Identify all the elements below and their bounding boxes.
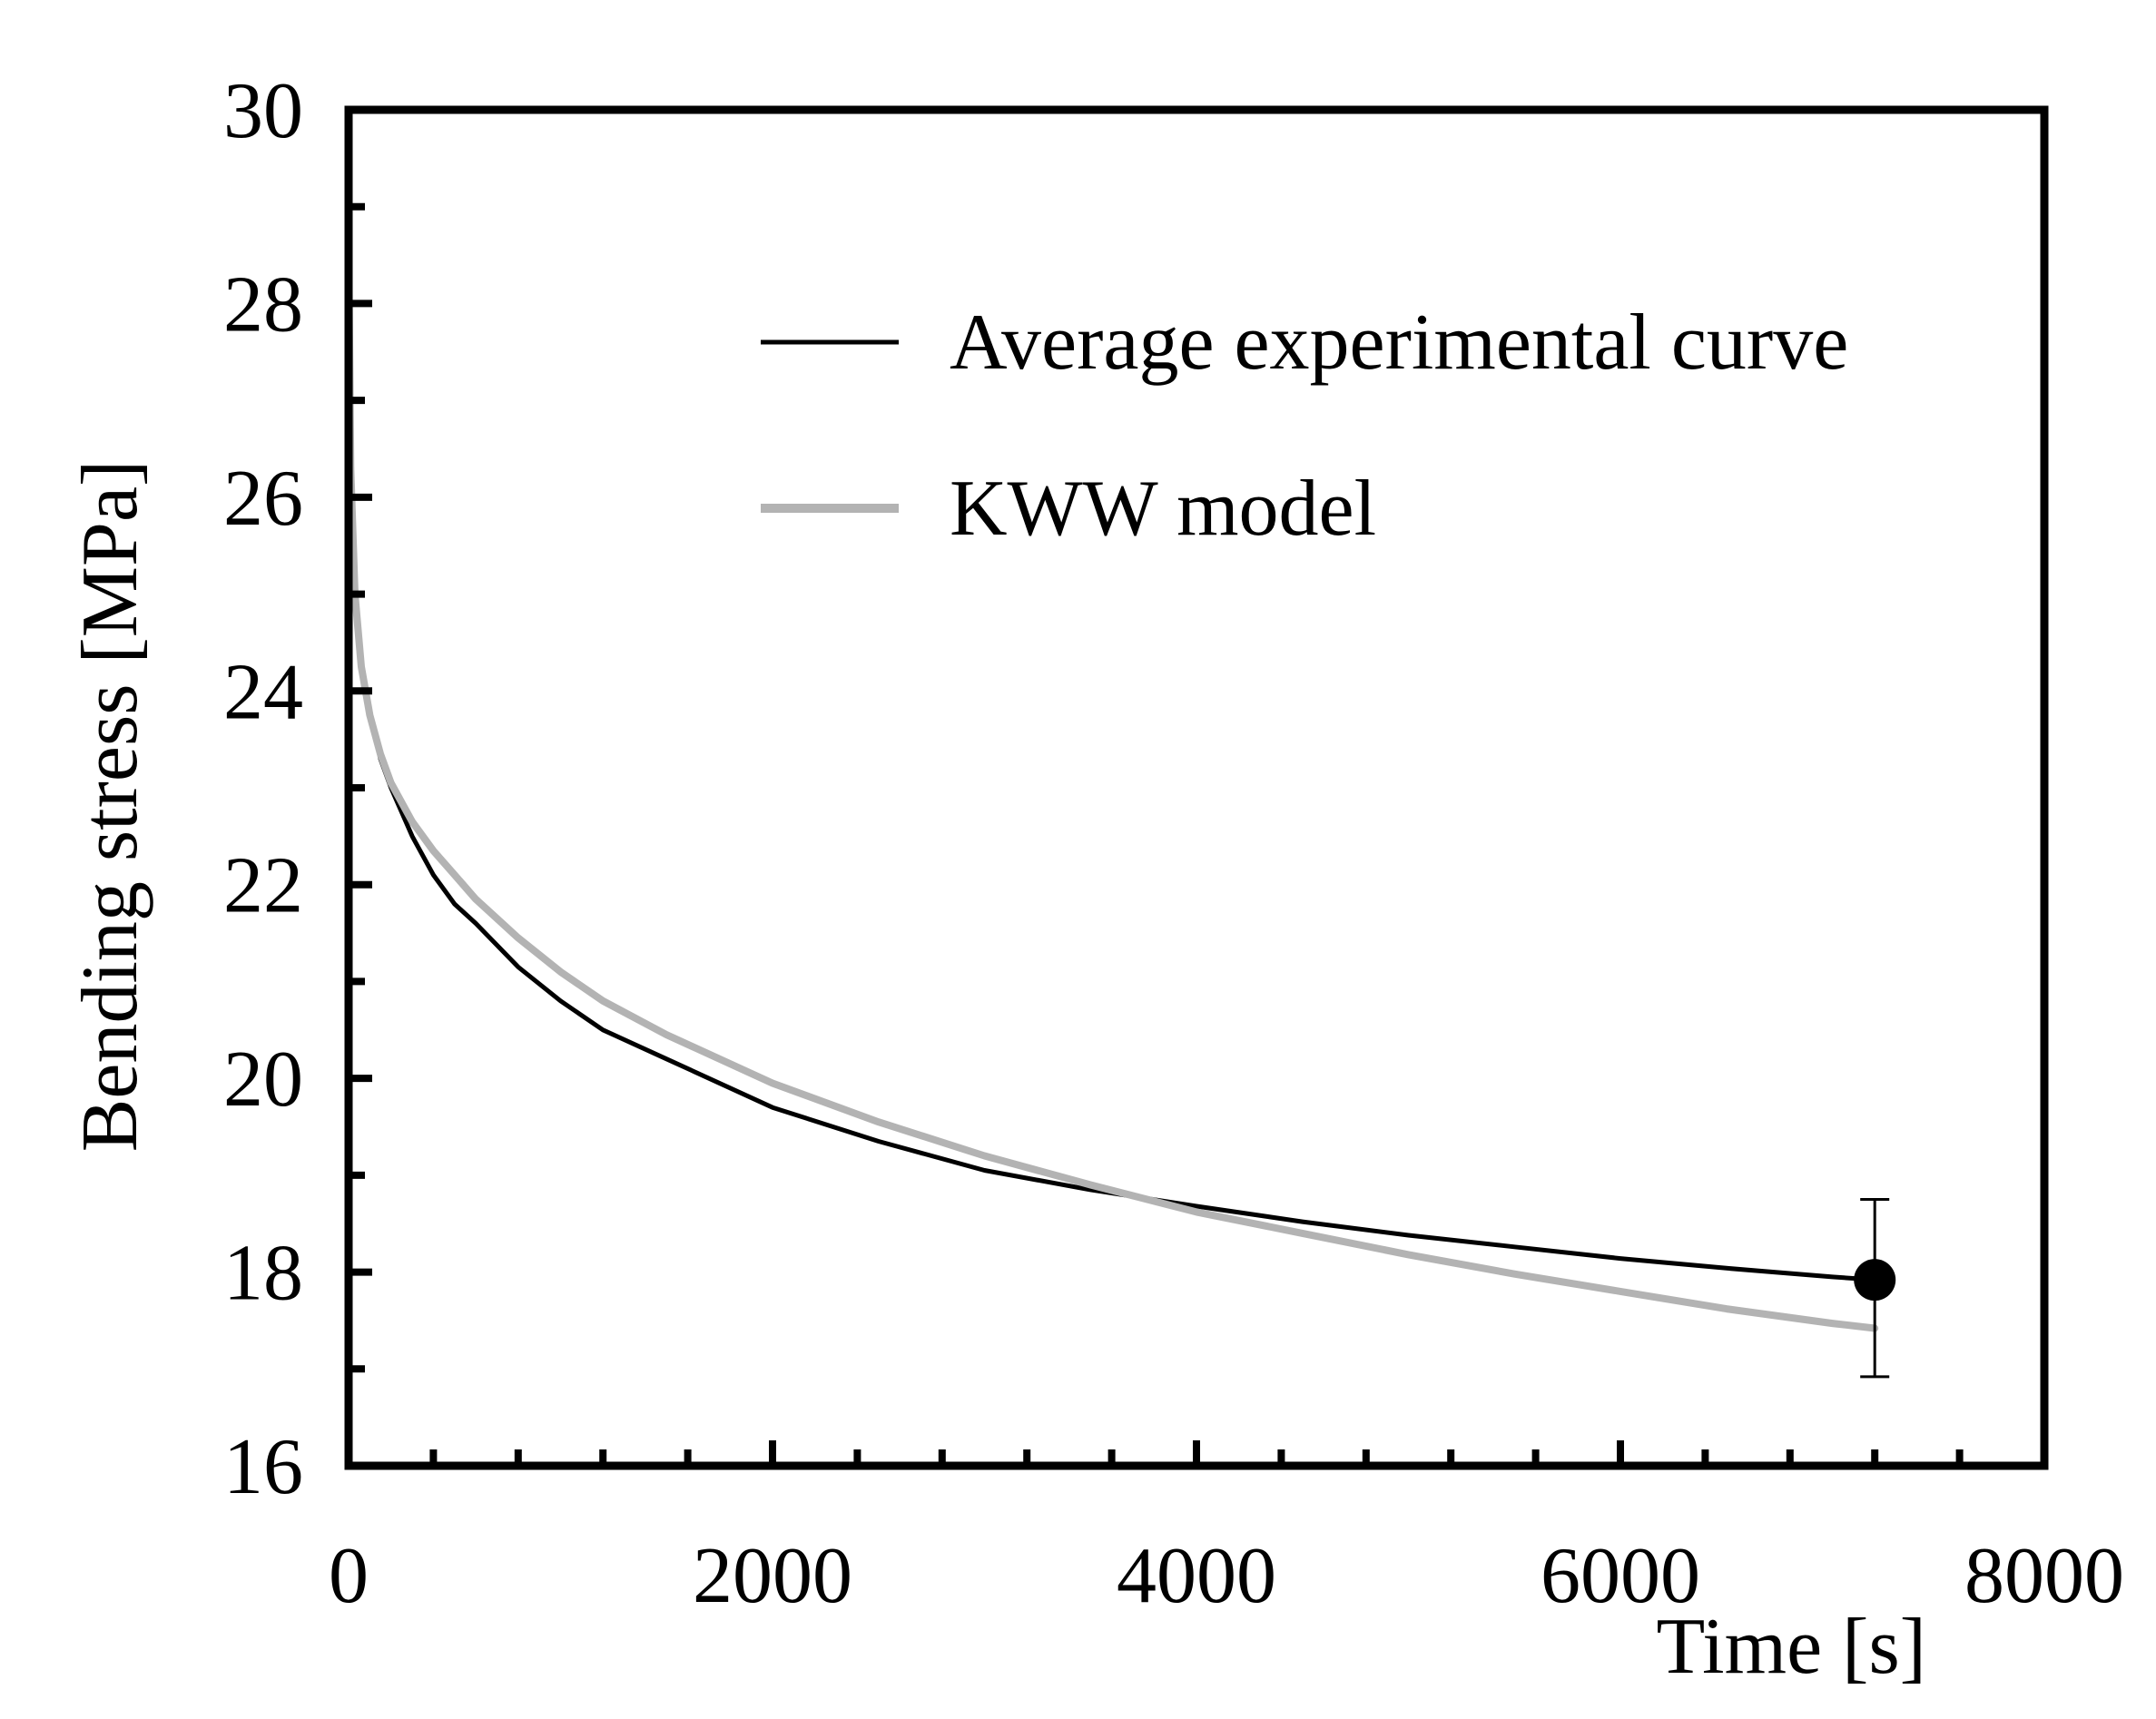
- marker-group: [1854, 1198, 1896, 1379]
- tick-group: [349, 202, 1964, 1466]
- tick-label-group: 0 2000 4000 6000 8000 16 18 20 22 24 26 28 30: [223, 67, 2124, 1620]
- series-group: [345, 241, 1879, 1332]
- y-tick-label: 22: [223, 842, 303, 930]
- y-axis-title: Bending stress [MPa]: [66, 460, 154, 1153]
- y-tick-label: 20: [223, 1036, 303, 1124]
- x-tick-label: 2000: [693, 1532, 852, 1620]
- legend: Average experimental curve KWW model: [761, 299, 1848, 553]
- x-tick-label: 6000: [1541, 1532, 1700, 1620]
- y-tick-label: 26: [223, 455, 303, 543]
- y-tick-label: 16: [223, 1423, 303, 1511]
- y-tick-label: 28: [223, 260, 303, 349]
- x-axis-title: Time [s]: [1657, 1603, 1926, 1691]
- x-tick-label: 4000: [1117, 1532, 1276, 1620]
- y-tick-label: 30: [223, 67, 303, 155]
- x-tick-label: 0: [329, 1532, 369, 1620]
- series-line-kww-model: [345, 241, 1879, 1332]
- end-point-marker: [1854, 1259, 1896, 1302]
- legend-label-experimental: Average experimental curve: [950, 299, 1848, 387]
- y-tick-label: 24: [223, 648, 303, 736]
- x-tick-label: 8000: [1964, 1532, 2124, 1620]
- legend-label-kww: KWW model: [950, 465, 1376, 553]
- y-tick-label: 18: [223, 1230, 303, 1318]
